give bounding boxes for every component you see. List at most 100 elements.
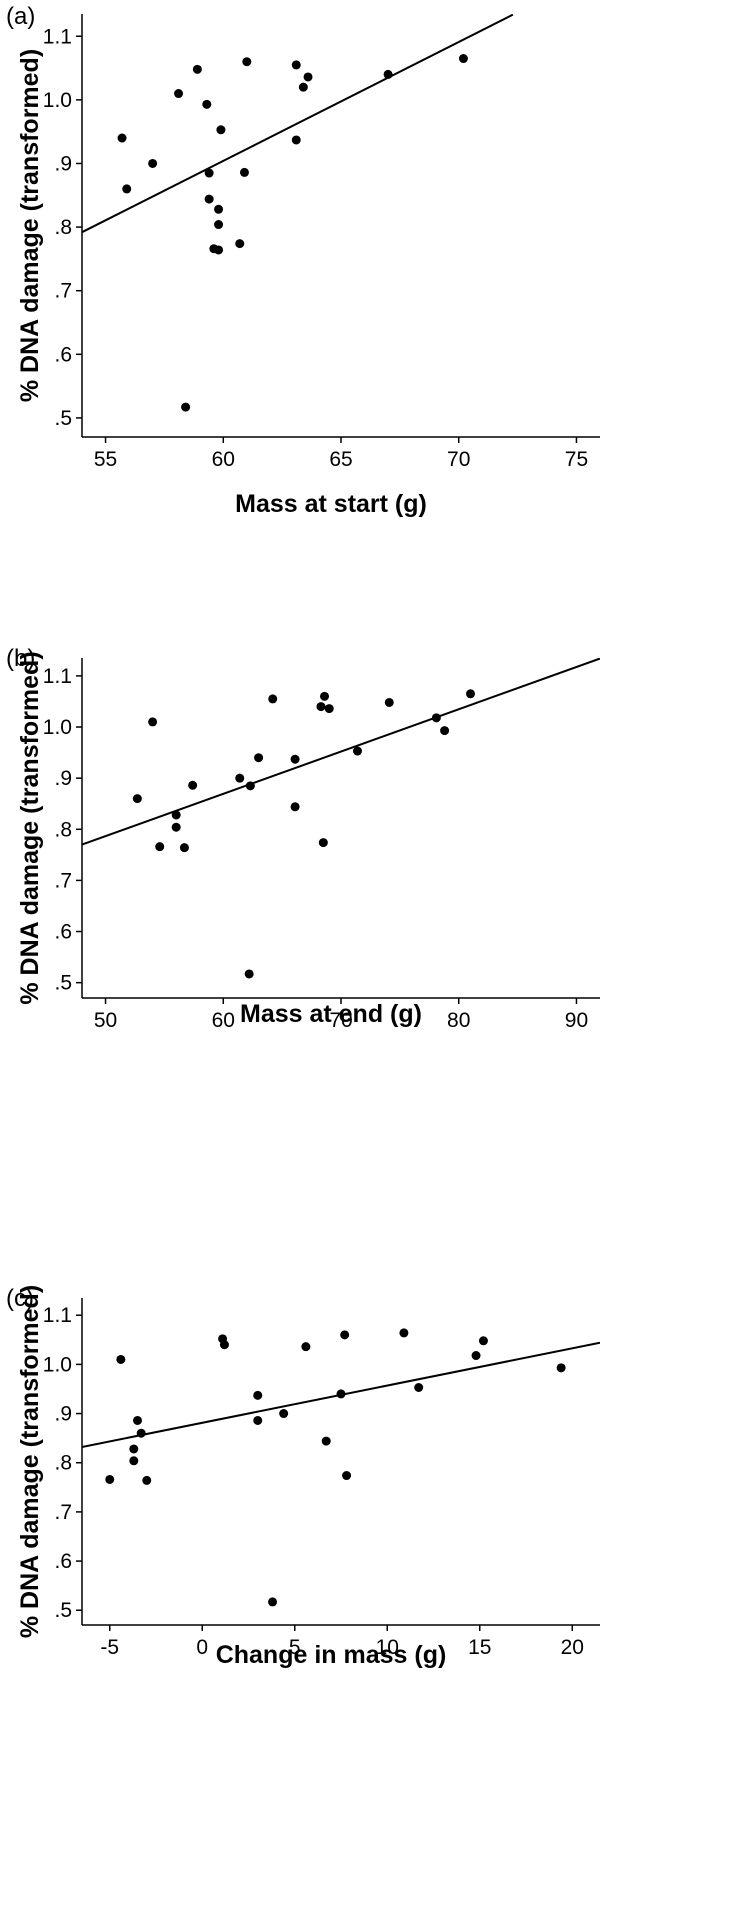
data-point-b xyxy=(268,694,278,704)
data-point-b xyxy=(324,704,334,714)
data-point-c xyxy=(253,1390,263,1400)
x-tick-label-c: -5 xyxy=(100,1636,119,1659)
data-point-a xyxy=(204,168,214,178)
y-tick-label-a: .9 xyxy=(54,152,72,175)
data-point-c xyxy=(279,1409,289,1419)
data-point-b xyxy=(132,794,142,804)
x-axis-title-b: Mass at end (g) xyxy=(240,1000,422,1028)
y-tick-label-c: 1.1 xyxy=(43,1304,72,1327)
data-point-a xyxy=(303,72,313,82)
y-tick-label-b: .5 xyxy=(54,972,72,995)
data-point-a xyxy=(214,245,224,255)
y-tick-label-c: 1.0 xyxy=(43,1353,72,1376)
data-point-b xyxy=(188,780,198,790)
data-point-c xyxy=(414,1382,424,1392)
data-point-b xyxy=(148,717,158,727)
y-tick-label-a: .5 xyxy=(54,407,72,430)
data-point-c xyxy=(342,1471,352,1481)
y-tick-label-c: .8 xyxy=(54,1452,72,1475)
data-point-c xyxy=(340,1330,350,1340)
y-tick-label-c: .7 xyxy=(54,1501,72,1524)
y-tick-label-b: 1.0 xyxy=(43,716,72,739)
x-tick-label-c: 15 xyxy=(468,1636,491,1659)
x-tick-label-a: 75 xyxy=(565,448,588,471)
data-point-a xyxy=(181,402,191,412)
panel-label-a: (a) xyxy=(6,3,35,30)
x-tick-label-c: 10 xyxy=(376,1636,399,1659)
x-tick-label-b: 70 xyxy=(329,1009,352,1032)
x-axis-title-a: Mass at start (g) xyxy=(235,490,427,518)
x-tick-label-b: 50 xyxy=(94,1009,117,1032)
data-point-c xyxy=(268,1597,278,1607)
x-tick-label-b: 60 xyxy=(212,1009,235,1032)
data-point-a xyxy=(148,158,158,168)
data-point-b xyxy=(352,746,362,756)
data-point-c xyxy=(471,1351,481,1361)
data-point-b xyxy=(466,689,475,699)
data-point-c xyxy=(253,1415,263,1425)
x-tick-label-a: 70 xyxy=(447,448,470,471)
data-point-b xyxy=(384,697,394,707)
data-point-b xyxy=(316,702,326,712)
data-point-b xyxy=(245,781,255,791)
regression-line-a xyxy=(82,14,514,234)
data-point-a xyxy=(174,89,184,99)
data-point-a xyxy=(239,167,249,177)
data-point-a xyxy=(192,64,202,74)
data-point-b xyxy=(318,838,328,848)
y-axis-title-b: % DNA damage (transformed) xyxy=(16,651,44,1004)
y-tick-label-a: 1.1 xyxy=(43,25,72,48)
y-tick-label-a: .6 xyxy=(54,343,72,366)
chart-panel-b: (b) .5 .6 .7 .8 .9 1.0 1.1 50 60 70 80 90 Mass at end… xyxy=(0,640,738,1280)
data-point-a xyxy=(291,60,301,70)
scatter-chart-b: (b) .5 .6 .7 .8 .9 1.0 1.1 50 60 70 80 90 Mass at end… xyxy=(6,645,600,1032)
y-tick-label-c: .6 xyxy=(54,1550,72,1573)
data-point-c xyxy=(478,1336,488,1346)
chart-panel-a: (a) .5 .6 .7 .8 .9 1.0 1.1 55 60 65 70 75 Mass at sta… xyxy=(0,0,738,640)
data-point-c xyxy=(129,1456,139,1466)
x-tick-label-b: 90 xyxy=(565,1009,588,1032)
y-tick-label-b: .9 xyxy=(54,767,72,790)
data-point-b xyxy=(254,753,264,763)
x-tick-label-a: 55 xyxy=(94,448,117,471)
x-tick-label-c: 0 xyxy=(196,1636,208,1659)
data-point-a xyxy=(242,57,252,67)
data-point-c xyxy=(301,1342,311,1352)
data-point-b xyxy=(171,810,181,820)
data-point-a xyxy=(122,184,132,194)
data-point-c xyxy=(399,1328,409,1338)
data-point-c xyxy=(116,1354,126,1364)
y-tick-label-b: .7 xyxy=(54,869,72,892)
data-point-c xyxy=(219,1340,229,1350)
y-tick-label-a: .8 xyxy=(54,216,72,239)
data-point-c xyxy=(129,1444,139,1454)
data-point-c xyxy=(336,1389,346,1399)
panel-label-c: (c) xyxy=(6,1285,34,1312)
data-point-c xyxy=(556,1363,566,1373)
data-point-b xyxy=(440,726,450,736)
data-point-a xyxy=(214,204,224,214)
data-point-a xyxy=(458,54,468,64)
data-point-c xyxy=(321,1436,331,1446)
data-point-a xyxy=(204,194,214,204)
data-point-b xyxy=(431,713,441,723)
data-point-b xyxy=(155,842,165,852)
y-tick-label-c: .5 xyxy=(54,1599,72,1622)
y-tick-label-b: .8 xyxy=(54,818,72,841)
data-point-a xyxy=(298,82,308,92)
data-point-a xyxy=(214,220,224,230)
data-point-a xyxy=(202,99,212,109)
data-point-c xyxy=(133,1415,142,1425)
data-point-b xyxy=(290,802,300,812)
y-tick-label-b: 1.1 xyxy=(43,665,72,688)
y-axis-title-c: % DNA damage (transformed) xyxy=(16,1285,44,1638)
data-point-c xyxy=(136,1428,146,1438)
y-tick-label-c: .9 xyxy=(54,1403,72,1426)
y-tick-label-b: .6 xyxy=(54,921,72,944)
data-point-c xyxy=(142,1475,152,1485)
data-point-b xyxy=(179,843,189,853)
x-tick-label-a: 65 xyxy=(329,448,352,471)
x-axis-title-c: Change in mass (g) xyxy=(216,1641,447,1669)
chart-panel-c: (c) .5 .6 .7 .8 .9 1.0 1.1 -5 0 5 10 15 20 Change in m… xyxy=(0,1280,738,1918)
x-tick-label-a: 60 xyxy=(212,448,235,471)
